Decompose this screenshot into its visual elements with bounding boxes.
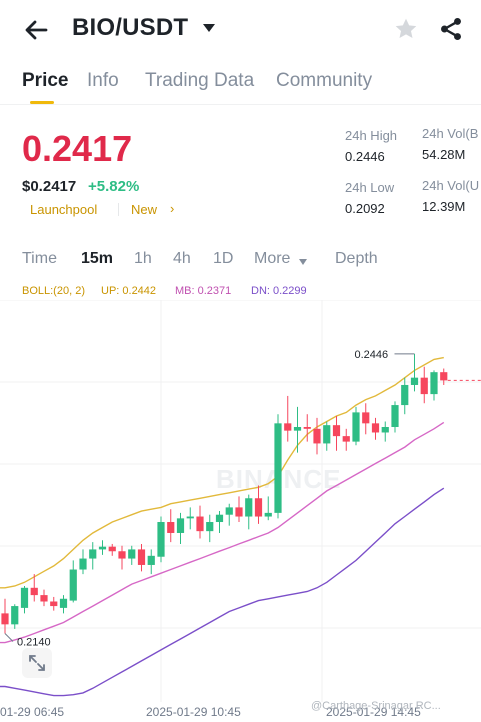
candle-body-35 <box>342 436 350 442</box>
boll-mb-value: MB: 0.2371 <box>175 285 232 297</box>
candle-body-7 <box>69 569 77 601</box>
boll-params[interactable]: BOLL:(20, 2) <box>22 285 85 297</box>
expand-chart-button[interactable] <box>22 648 52 678</box>
launchpool-tag[interactable]: Launchpool <box>30 202 98 217</box>
candle-body-20 <box>196 516 204 532</box>
tf-more[interactable]: More <box>254 250 291 267</box>
usd-price: $0.2417 <box>22 178 77 195</box>
vol-quote-value: 12.39M <box>422 199 466 214</box>
tab-trading-data[interactable]: Trading Data <box>145 70 255 91</box>
section-tabs: Price Info Trading Data Community <box>0 64 481 105</box>
x-axis-label-2: 2025-01-29 10:45 <box>146 705 241 719</box>
candle-body-4 <box>40 595 48 602</box>
chevron-right-icon[interactable]: › <box>170 201 175 216</box>
low-marker-label: 0.2140 <box>17 636 51 648</box>
candle-body-29 <box>284 423 292 431</box>
pair-title[interactable]: BIO/USDT <box>72 14 189 41</box>
user-watermark: @Carthage-Srinagar RC... <box>311 700 441 712</box>
boll-dn-line <box>0 487 445 697</box>
candle-body-25 <box>245 498 253 517</box>
tf-4h[interactable]: 4h <box>173 250 191 267</box>
candle-body-42 <box>410 377 419 385</box>
candle-body-41 <box>401 384 409 406</box>
candle-body-18 <box>176 518 185 533</box>
candle-body-2 <box>20 587 29 608</box>
candle-body-19 <box>186 516 194 519</box>
candle-body-43 <box>420 377 428 395</box>
tab-price[interactable]: Price <box>22 70 69 91</box>
candle-body-23 <box>225 507 233 515</box>
vol-base-value: 54.28M <box>422 147 466 162</box>
candle-body-21 <box>206 522 214 532</box>
candle-body-45 <box>440 372 448 381</box>
last-price: 0.2417 <box>22 128 133 169</box>
high-label: 24h High <box>345 128 398 143</box>
candle-body-37 <box>362 412 370 424</box>
candle-body-39 <box>381 426 389 433</box>
low-label: 24h Low <box>345 180 395 195</box>
low-marker-line <box>4 633 14 642</box>
tf-time[interactable]: Time <box>22 250 57 267</box>
candle-body-1 <box>11 606 19 625</box>
candle-body-24 <box>235 507 243 517</box>
x-axis-label-1: 01-29 06:45 <box>0 705 65 719</box>
tab-community[interactable]: Community <box>276 70 373 91</box>
candle-body-28 <box>274 423 282 513</box>
candle-body-0 <box>1 613 9 625</box>
candle-body-14 <box>137 549 146 565</box>
candle-body-17 <box>167 522 175 533</box>
boll-dn-value: DN: 0.2299 <box>251 285 307 297</box>
price-change: +5.82% <box>88 178 140 195</box>
candle-body-3 <box>30 587 38 596</box>
candle-body-6 <box>59 598 68 608</box>
expand-icon <box>29 655 45 671</box>
tf-15m[interactable]: 15m <box>81 250 114 267</box>
candlestick-chart[interactable]: 0.2446 0.2140 <box>0 300 481 722</box>
new-tag[interactable]: New <box>131 202 158 217</box>
caret-down-icon[interactable] <box>201 20 217 36</box>
candle-body-16 <box>157 522 165 557</box>
candle-body-27 <box>264 512 272 517</box>
tab-info[interactable]: Info <box>87 70 119 91</box>
high-marker-label: 0.2446 <box>355 349 389 361</box>
boll-up-line <box>0 356 444 589</box>
tf-depth[interactable]: Depth <box>335 250 378 267</box>
candle-body-22 <box>215 514 224 523</box>
candle-body-44 <box>430 372 438 395</box>
back-arrow-icon[interactable] <box>22 16 50 44</box>
x-axis-label-3: 2025-01-29 14:45 <box>326 705 421 719</box>
high-value: 0.2446 <box>345 149 385 164</box>
candle-body-12 <box>118 551 126 559</box>
candle-body-26 <box>254 498 263 517</box>
candle-body-34 <box>332 425 341 437</box>
vol-base-label: 24h Vol(B <box>422 126 479 141</box>
candle-body-5 <box>50 601 58 607</box>
candle-body-38 <box>371 423 380 433</box>
vol-quote-label: 24h Vol(U <box>422 178 480 193</box>
candle-body-36 <box>352 412 360 442</box>
share-icon[interactable] <box>438 16 464 42</box>
low-value: 0.2092 <box>345 201 385 216</box>
tf-1d[interactable]: 1D <box>213 250 234 267</box>
tag-divider <box>118 203 119 216</box>
candle-body-13 <box>128 549 136 559</box>
candle-body-40 <box>391 405 399 427</box>
boll-mb-line <box>0 421 445 644</box>
candle-body-11 <box>108 546 116 552</box>
boll-up-value: UP: 0.2442 <box>101 285 157 297</box>
candle-body-31 <box>303 426 311 429</box>
candle-body-8 <box>79 558 87 570</box>
candle-body-30 <box>293 426 302 431</box>
tf-1h[interactable]: 1h <box>134 250 152 267</box>
candle-body-9 <box>89 549 97 559</box>
top-bar: BIO/USDT <box>0 0 481 60</box>
candle-body-32 <box>313 428 321 444</box>
more-caret-icon[interactable] <box>298 254 308 265</box>
candle-body-10 <box>98 546 107 550</box>
favorite-star-icon[interactable] <box>393 16 419 42</box>
candle-body-33 <box>323 425 331 444</box>
candle-body-15 <box>147 555 155 565</box>
active-tab-indicator <box>30 101 54 104</box>
